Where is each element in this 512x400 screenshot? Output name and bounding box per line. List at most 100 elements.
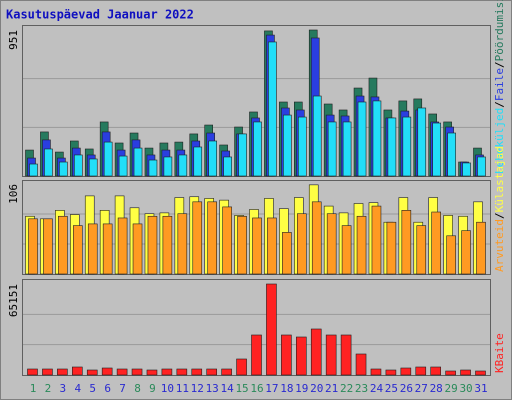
bar — [59, 161, 68, 177]
bar — [221, 368, 232, 376]
legend-separator: / — [493, 101, 506, 108]
bar — [281, 334, 292, 376]
x-tick-label: 14 — [221, 382, 235, 395]
bar — [385, 369, 397, 376]
legend-entry: Leheküljed — [493, 108, 506, 174]
x-tick-label: 31 — [474, 382, 487, 395]
legend: Arvuteid/Külastajad — [493, 146, 506, 272]
bar — [43, 218, 53, 275]
bar — [268, 41, 277, 177]
bar — [236, 358, 247, 376]
bar — [207, 201, 217, 275]
bar — [147, 215, 158, 275]
bar — [253, 121, 262, 177]
x-tick-label: 27 — [415, 382, 428, 395]
bar — [102, 223, 113, 275]
bar — [462, 162, 471, 177]
bar — [222, 206, 232, 275]
bar — [191, 368, 203, 376]
bar — [283, 114, 292, 177]
bar — [57, 368, 68, 376]
bar — [371, 205, 382, 275]
x-tick-label: 12 — [191, 382, 204, 395]
bar — [238, 133, 247, 177]
bar — [237, 215, 247, 275]
bar — [326, 213, 337, 275]
bar — [72, 366, 83, 376]
bar — [432, 122, 442, 177]
x-tick-label: 23 — [355, 382, 368, 395]
bar — [27, 368, 38, 376]
bar — [460, 369, 471, 376]
bar — [88, 158, 98, 177]
bar — [148, 159, 158, 177]
x-tick-label: 24 — [370, 382, 384, 395]
x-tick-label: 8 — [134, 382, 141, 395]
bar — [327, 121, 337, 177]
bar — [86, 369, 98, 376]
x-tick-label: 30 — [459, 382, 472, 395]
bar — [74, 154, 83, 177]
bar — [266, 283, 277, 376]
x-tick-label: 9 — [149, 382, 156, 395]
bar — [44, 148, 53, 177]
x-tick-label: 18 — [280, 382, 293, 395]
legend: Leheküljed/Faile/Pöördumisi — [493, 0, 506, 174]
x-tick-label: 28 — [430, 382, 443, 395]
bar — [58, 215, 68, 275]
x-tick-label: 6 — [104, 382, 111, 395]
bar — [446, 235, 456, 275]
bar — [400, 367, 412, 376]
x-tick-label: 25 — [385, 382, 398, 395]
bar — [267, 217, 277, 275]
x-tick-label: 11 — [176, 382, 189, 395]
bar — [282, 232, 292, 275]
bar — [370, 368, 382, 376]
legend-entry: KBaite — [493, 333, 506, 373]
bar — [310, 328, 322, 376]
bar — [447, 132, 456, 177]
bar — [132, 223, 143, 275]
bar — [42, 368, 53, 376]
bar — [311, 201, 322, 275]
bar — [103, 141, 113, 177]
bar — [252, 217, 262, 275]
x-tick-label: 3 — [60, 382, 67, 395]
bar — [312, 95, 322, 177]
bar — [29, 163, 38, 177]
bar — [208, 140, 217, 177]
x-tick-label: 1 — [30, 382, 37, 395]
bar — [477, 156, 486, 177]
bar — [176, 368, 188, 376]
legend: KBaite — [493, 333, 506, 373]
bar — [357, 101, 367, 177]
bar — [355, 353, 367, 376]
bar — [296, 213, 307, 275]
bar — [206, 368, 217, 376]
chart-title: Kasutuspäevad Jaanuar 2022 — [6, 8, 194, 22]
legend-separator: / — [493, 61, 506, 68]
bar — [133, 147, 143, 177]
x-tick-label: 26 — [400, 382, 413, 395]
bar — [356, 215, 367, 275]
bar — [430, 366, 442, 376]
bar — [178, 154, 188, 177]
bar — [340, 334, 352, 376]
bar — [162, 215, 173, 275]
bar — [161, 368, 173, 376]
x-tick-label: 13 — [206, 382, 219, 395]
bar — [251, 334, 262, 376]
bar — [325, 334, 337, 376]
bar — [297, 116, 307, 177]
bar — [118, 155, 128, 177]
bar — [475, 370, 486, 376]
bar — [387, 117, 397, 177]
x-tick-label: 15 — [235, 382, 248, 395]
bar — [295, 336, 307, 376]
bar — [417, 107, 427, 177]
bar — [101, 367, 113, 376]
bar — [146, 369, 158, 376]
bar — [116, 368, 128, 376]
bar — [341, 225, 352, 275]
